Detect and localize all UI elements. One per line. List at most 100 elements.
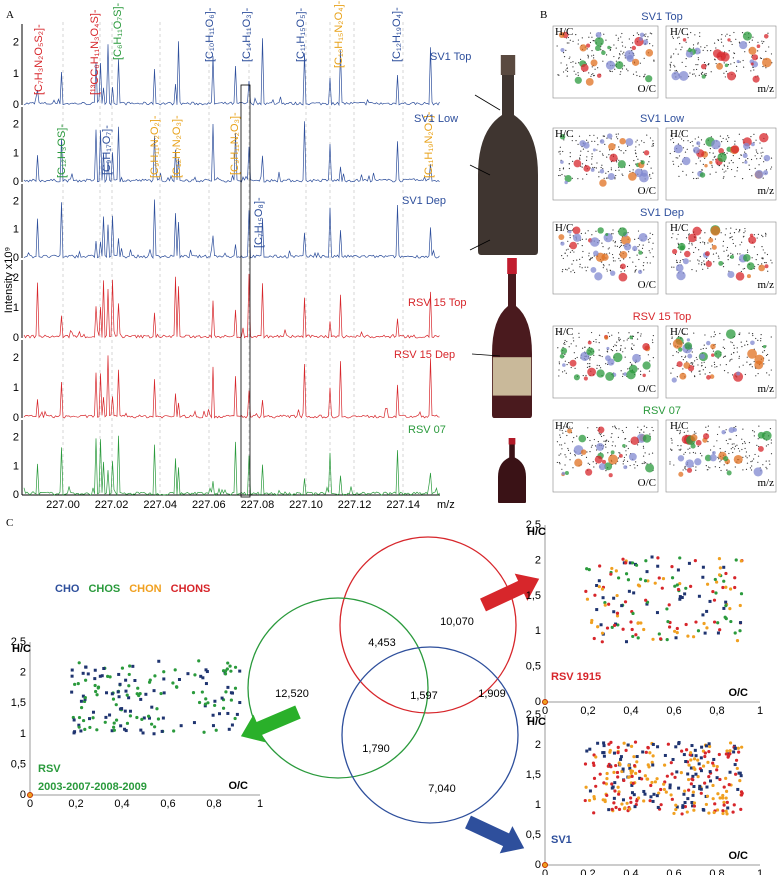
dot	[757, 461, 759, 463]
dot	[588, 252, 590, 254]
dot	[679, 43, 681, 45]
bubble	[596, 442, 605, 451]
bubble	[578, 434, 587, 443]
dot	[738, 450, 741, 452]
dot	[618, 169, 620, 171]
point	[602, 744, 606, 748]
dot	[593, 466, 595, 468]
dot	[768, 359, 770, 361]
point	[662, 787, 666, 792]
sample-title: SV1 Low	[640, 113, 684, 125]
point	[696, 758, 700, 762]
point	[683, 592, 687, 596]
dot	[586, 366, 589, 368]
dot	[591, 153, 593, 155]
dot	[761, 40, 763, 42]
point	[602, 781, 606, 785]
point	[661, 577, 666, 581]
dot	[559, 444, 561, 446]
point	[203, 702, 208, 706]
point	[739, 807, 743, 811]
point	[124, 689, 128, 693]
y-tick-label: 1	[13, 460, 19, 472]
dot	[698, 74, 700, 76]
dot	[599, 355, 601, 357]
dot	[595, 230, 597, 232]
bubble	[639, 32, 645, 38]
dot	[670, 57, 672, 59]
bubble	[586, 347, 595, 356]
dot	[567, 240, 569, 242]
dot	[571, 135, 574, 137]
axis-label: H/C	[527, 716, 546, 728]
point	[616, 785, 620, 789]
dot	[726, 246, 729, 249]
bubble	[638, 232, 648, 242]
dot	[743, 232, 745, 234]
dot	[717, 456, 719, 458]
dot	[614, 344, 616, 346]
bubble	[607, 172, 615, 180]
dot	[611, 253, 614, 256]
point	[686, 777, 691, 782]
dot	[755, 139, 757, 141]
bubble	[750, 340, 755, 346]
dot	[746, 457, 748, 459]
point	[162, 670, 166, 674]
dot	[755, 151, 758, 153]
dot	[749, 168, 751, 171]
point	[602, 751, 606, 755]
dot	[562, 257, 564, 260]
dot	[625, 426, 627, 429]
dot	[684, 465, 686, 468]
bubble	[607, 358, 615, 366]
dot	[750, 158, 753, 161]
point	[666, 742, 670, 746]
dot	[566, 269, 568, 271]
dot	[693, 431, 696, 433]
point	[139, 728, 143, 732]
point	[123, 709, 127, 713]
dot	[730, 448, 732, 450]
bubble	[573, 159, 582, 168]
point	[637, 584, 642, 588]
dot	[672, 141, 675, 144]
dot	[677, 165, 680, 167]
point	[615, 614, 620, 618]
dot	[733, 232, 736, 234]
dot	[714, 155, 716, 157]
point	[691, 793, 695, 797]
dot	[604, 443, 607, 445]
dot	[563, 343, 565, 345]
dot	[677, 157, 679, 159]
dot	[652, 233, 654, 236]
venn-circle	[341, 646, 519, 824]
point	[609, 765, 613, 769]
dot	[692, 44, 695, 46]
point	[83, 697, 87, 701]
point	[633, 805, 637, 809]
dot	[738, 333, 741, 336]
dot	[648, 241, 650, 243]
point	[600, 640, 604, 644]
dot	[648, 453, 650, 455]
point	[636, 621, 640, 625]
point	[724, 604, 728, 608]
dot	[557, 347, 559, 349]
dot	[601, 153, 604, 155]
point	[734, 772, 738, 776]
bubble	[704, 454, 712, 462]
bubble	[679, 372, 687, 380]
bubble	[709, 374, 715, 379]
dot	[636, 74, 638, 77]
dot	[639, 62, 641, 64]
dot	[694, 360, 696, 362]
point	[605, 793, 609, 798]
dot	[684, 355, 687, 357]
dot	[713, 331, 716, 333]
dot	[558, 361, 560, 363]
bubble	[629, 335, 633, 340]
dot	[575, 34, 577, 36]
dot	[582, 178, 584, 180]
bubble	[739, 41, 748, 50]
